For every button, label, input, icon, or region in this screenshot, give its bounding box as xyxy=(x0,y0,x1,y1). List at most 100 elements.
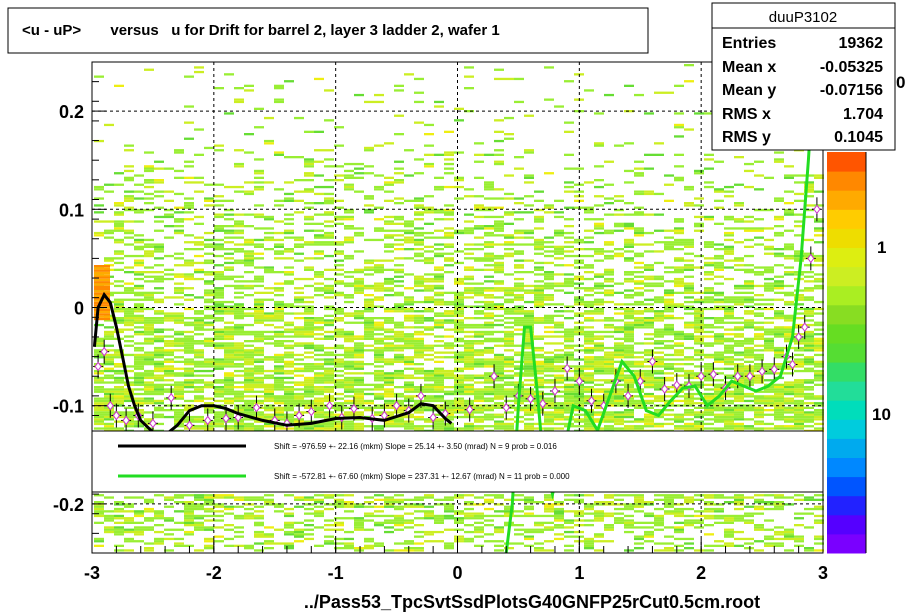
heat-cell xyxy=(394,215,404,219)
heat-cell xyxy=(254,517,264,520)
heat-cell xyxy=(534,356,544,359)
heat-cell xyxy=(124,144,134,147)
heat-cell xyxy=(174,521,184,524)
heat-cell xyxy=(104,422,114,426)
heat-cell xyxy=(174,542,184,545)
heat-cell xyxy=(554,231,564,235)
heat-cell xyxy=(754,160,764,163)
heat-cell xyxy=(324,496,334,499)
heat-cell xyxy=(454,510,464,513)
heat-cell xyxy=(794,379,804,382)
heat-cell xyxy=(454,328,464,331)
heat-cell xyxy=(674,153,684,156)
heat-cell xyxy=(564,346,574,350)
heat-cell xyxy=(504,388,514,391)
heat-cell xyxy=(154,399,164,403)
heat-cell xyxy=(354,167,364,170)
heat-cell xyxy=(224,248,234,251)
heat-cell xyxy=(494,287,504,290)
heat-cell xyxy=(414,277,424,281)
heat-cell xyxy=(394,89,404,92)
heat-cell xyxy=(274,510,284,513)
heat-cell xyxy=(634,234,644,237)
heat-cell xyxy=(244,84,254,87)
heat-cell xyxy=(514,271,524,274)
heat-cell xyxy=(454,512,464,515)
heat-cell xyxy=(464,399,474,403)
heat-cell xyxy=(94,537,104,541)
heat-cell xyxy=(444,243,454,246)
heat-cell xyxy=(704,422,714,426)
heat-cell xyxy=(594,383,604,386)
heat-cell xyxy=(594,273,604,276)
heat-cell xyxy=(314,386,324,389)
heat-cell xyxy=(554,418,564,421)
heat-cell xyxy=(604,277,614,281)
heat-cell xyxy=(354,427,364,430)
heat-cell xyxy=(504,333,514,336)
heat-cell xyxy=(334,379,344,382)
heat-cell xyxy=(744,305,754,308)
heat-cell xyxy=(664,245,674,248)
heat-cell xyxy=(544,507,554,511)
heat-cell xyxy=(354,356,364,359)
heat-cell xyxy=(184,259,194,262)
heat-cell xyxy=(754,337,764,340)
heat-cell xyxy=(514,156,524,159)
heat-cell xyxy=(754,494,764,497)
heat-cell xyxy=(344,176,354,179)
heat-cell xyxy=(454,379,464,382)
heat-cell xyxy=(414,346,424,350)
heat-cell xyxy=(764,245,774,248)
heat-cell xyxy=(794,512,804,515)
heat-cell xyxy=(464,296,474,299)
heat-cell xyxy=(784,314,794,317)
heat-cell xyxy=(274,397,284,400)
heat-cell xyxy=(204,328,214,331)
heat-cell xyxy=(184,176,194,179)
heat-cell xyxy=(784,397,794,400)
heat-cell xyxy=(124,149,134,152)
heat-cell xyxy=(584,494,594,497)
heat-cell xyxy=(94,503,104,506)
heat-cell xyxy=(274,151,284,154)
heat-cell xyxy=(584,425,594,428)
heat-cell xyxy=(144,266,154,269)
heat-cell xyxy=(364,363,374,366)
heat-cell xyxy=(434,275,444,278)
heat-cell xyxy=(534,514,544,518)
heat-cell xyxy=(104,409,114,412)
heat-cell xyxy=(264,535,274,538)
heat-cell xyxy=(684,507,694,511)
heat-cell xyxy=(524,392,534,396)
heat-cell xyxy=(254,353,264,357)
heat-cell xyxy=(214,227,224,230)
heat-cell xyxy=(524,330,534,334)
heat-cell xyxy=(674,317,684,320)
heat-cell xyxy=(294,277,304,281)
heat-cell xyxy=(114,526,124,529)
heat-cell xyxy=(204,507,214,511)
heat-cell xyxy=(514,259,524,262)
heat-cell xyxy=(484,337,494,340)
heat-cell xyxy=(494,360,504,363)
heat-cell xyxy=(174,312,184,315)
heat-cell xyxy=(814,395,824,398)
heat-cell xyxy=(724,425,734,428)
heat-cell xyxy=(804,204,814,207)
heat-cell xyxy=(674,395,684,398)
heat-cell xyxy=(124,540,134,543)
heat-cell xyxy=(294,156,304,159)
heat-cell xyxy=(184,317,194,320)
heat-cell xyxy=(174,392,184,396)
heat-cell xyxy=(464,392,474,396)
heat-cell xyxy=(404,303,414,306)
heat-cell xyxy=(784,503,794,506)
heat-cell xyxy=(754,415,764,419)
heat-cell xyxy=(394,392,404,396)
heat-cell xyxy=(754,314,764,317)
heat-cell xyxy=(634,266,644,269)
heat-cell xyxy=(794,358,804,361)
heat-cell xyxy=(144,388,154,391)
heat-cell xyxy=(444,231,454,235)
